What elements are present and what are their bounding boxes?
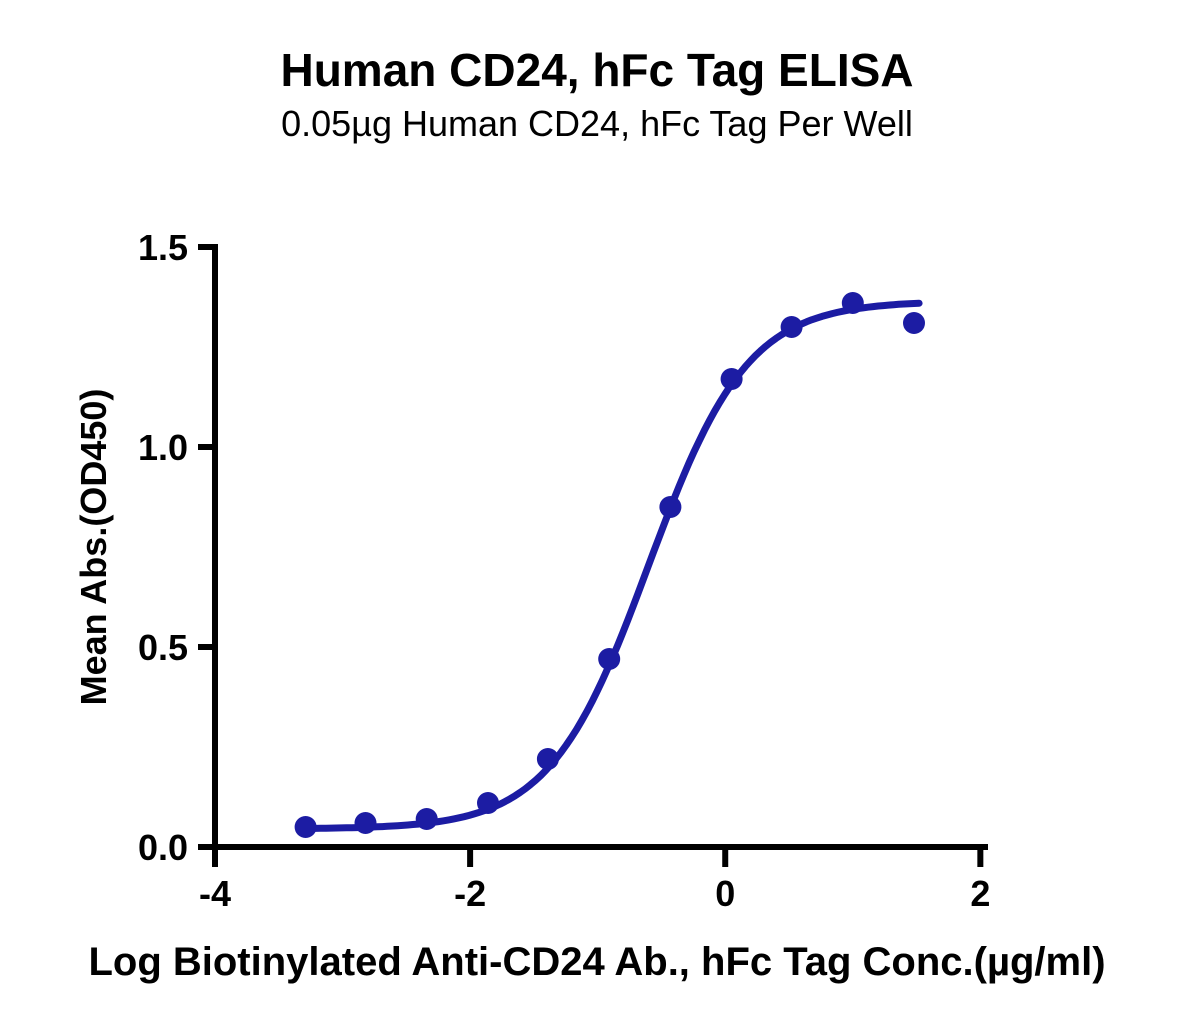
chart-subtitle: 0.05µg Human CD24, hFc Tag Per Well bbox=[281, 103, 913, 144]
data-point-marker bbox=[354, 812, 377, 834]
data-point-marker bbox=[294, 816, 317, 838]
x-tick-label: 2 bbox=[970, 873, 990, 914]
data-point-marker bbox=[536, 748, 559, 770]
x-tick-label: -4 bbox=[199, 873, 231, 914]
y-tick-label: 1.5 bbox=[138, 227, 188, 268]
x-tick-label: 0 bbox=[715, 873, 735, 914]
data-series bbox=[294, 292, 925, 838]
data-point-marker bbox=[841, 292, 864, 314]
data-point-marker bbox=[477, 792, 499, 814]
data-point-marker bbox=[598, 648, 621, 670]
data-point-marker bbox=[415, 808, 438, 830]
y-tick-label: 1.0 bbox=[138, 427, 188, 468]
chart-title: Human CD24, hFc Tag ELISA bbox=[280, 44, 913, 96]
data-point-marker bbox=[659, 496, 682, 518]
data-point-marker bbox=[903, 312, 925, 334]
y-axis-label: Mean Abs.(OD450) bbox=[73, 389, 114, 706]
y-tick-label: 0.5 bbox=[138, 627, 188, 668]
data-point-marker bbox=[720, 368, 743, 390]
x-axis-label: Log Biotinylated Anti-CD24 Ab., hFc Tag … bbox=[88, 940, 1105, 984]
x-tick-label: -2 bbox=[454, 873, 486, 914]
fit-curve bbox=[302, 299, 923, 832]
data-point-marker bbox=[780, 316, 803, 338]
axes: 0.0 0.5 1.0 1.5 -4 -2 0 2 bbox=[138, 227, 990, 914]
y-tick-label: 0.0 bbox=[138, 827, 188, 868]
